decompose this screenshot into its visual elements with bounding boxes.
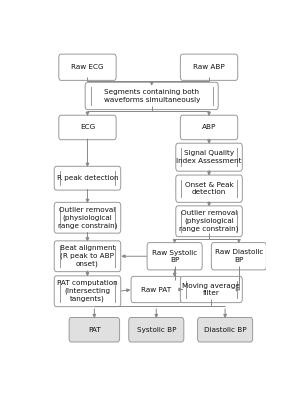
FancyBboxPatch shape [54, 202, 121, 233]
FancyBboxPatch shape [211, 242, 266, 270]
FancyBboxPatch shape [59, 115, 116, 140]
Text: Raw Systolic
BP: Raw Systolic BP [152, 250, 197, 263]
FancyBboxPatch shape [176, 206, 242, 237]
Text: Raw ECG: Raw ECG [71, 64, 104, 70]
FancyBboxPatch shape [54, 276, 121, 307]
Text: PAT: PAT [88, 327, 101, 333]
FancyBboxPatch shape [85, 82, 218, 110]
Text: Signal Quality
Index Assessment: Signal Quality Index Assessment [176, 150, 242, 164]
FancyBboxPatch shape [176, 143, 242, 171]
FancyBboxPatch shape [198, 318, 253, 342]
Text: Systolic BP: Systolic BP [136, 327, 176, 333]
FancyBboxPatch shape [147, 242, 202, 270]
Text: Raw ABP: Raw ABP [193, 64, 225, 70]
FancyBboxPatch shape [54, 166, 121, 190]
Text: Outlier removal
(physiological
range constrain): Outlier removal (physiological range con… [179, 210, 239, 232]
Text: ECG: ECG [80, 124, 95, 130]
FancyBboxPatch shape [69, 318, 120, 342]
Text: Raw PAT: Raw PAT [141, 286, 171, 292]
Text: Diastolic BP: Diastolic BP [204, 327, 247, 333]
FancyBboxPatch shape [180, 115, 238, 140]
Text: Onset & Peak
detection: Onset & Peak detection [185, 182, 234, 196]
Text: ABP: ABP [202, 124, 216, 130]
FancyBboxPatch shape [180, 276, 242, 303]
Text: Segments containing both
waveforms simultaneously: Segments containing both waveforms simul… [104, 89, 200, 103]
FancyBboxPatch shape [180, 54, 238, 80]
FancyBboxPatch shape [59, 54, 116, 80]
Text: Outlier removal
(physiological
range constrain): Outlier removal (physiological range con… [58, 207, 117, 229]
FancyBboxPatch shape [129, 318, 184, 342]
Text: R peak detection: R peak detection [57, 175, 118, 181]
FancyBboxPatch shape [131, 276, 181, 303]
Text: Beat alignment
(R peak to ABP
onset): Beat alignment (R peak to ABP onset) [60, 245, 115, 267]
Text: Raw Diastolic
BP: Raw Diastolic BP [215, 250, 263, 263]
Text: Moving average
filter: Moving average filter [182, 283, 240, 296]
FancyBboxPatch shape [176, 175, 242, 202]
Text: PAT computation
(Intersecting
tangents): PAT computation (Intersecting tangents) [57, 280, 118, 302]
FancyBboxPatch shape [54, 241, 121, 272]
